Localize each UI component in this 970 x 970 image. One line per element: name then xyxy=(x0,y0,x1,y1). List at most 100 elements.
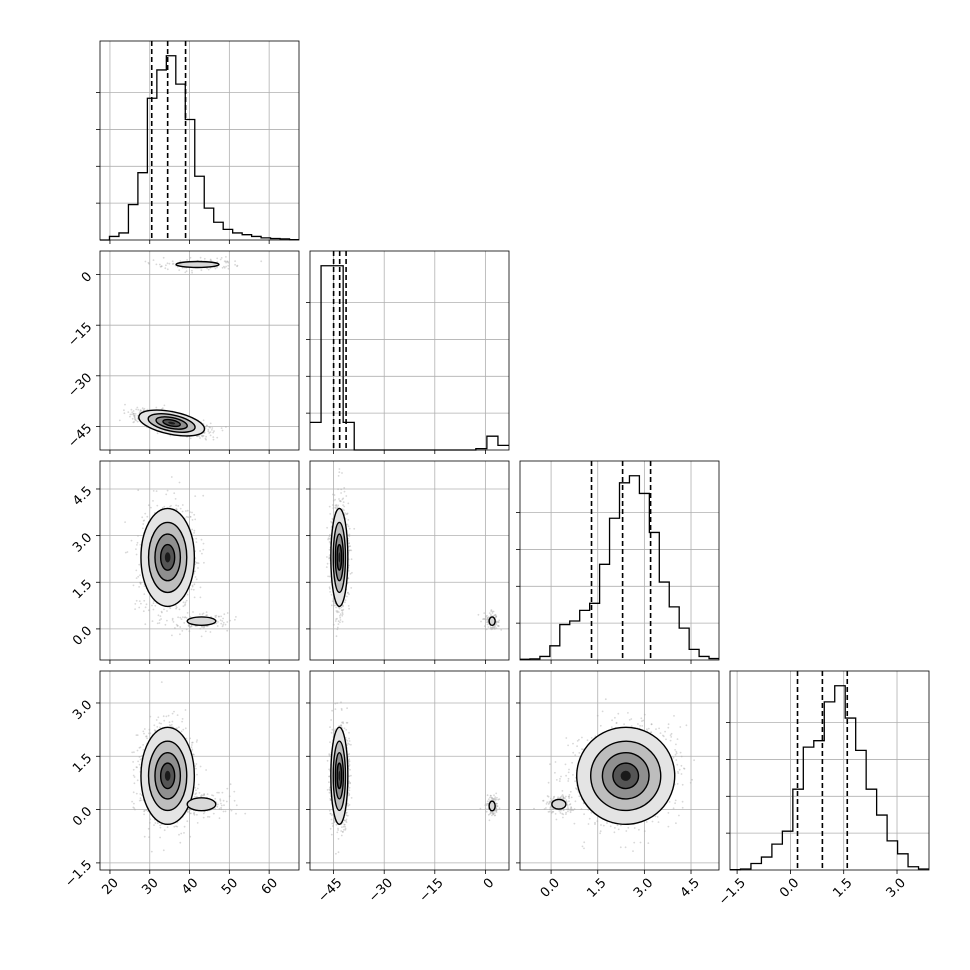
sample-point xyxy=(163,608,165,611)
sample-point xyxy=(331,517,334,520)
sample-point xyxy=(495,627,498,629)
sample-point xyxy=(184,271,187,274)
sample-point xyxy=(190,625,193,627)
sample-point xyxy=(171,619,174,621)
sample-point xyxy=(135,548,137,550)
sample-point xyxy=(142,520,145,522)
scatter-panel-2-1 xyxy=(96,250,300,454)
sample-point xyxy=(193,529,196,532)
sample-point xyxy=(189,256,192,259)
sample-point xyxy=(124,551,127,554)
sample-point xyxy=(348,527,351,530)
sample-point xyxy=(222,621,225,624)
sample-point xyxy=(141,527,144,530)
sample-point xyxy=(214,615,217,617)
sample-point xyxy=(221,620,224,622)
sample-point xyxy=(139,574,141,577)
sample-point xyxy=(185,628,188,631)
sample-point xyxy=(343,490,346,493)
sample-point xyxy=(188,630,191,633)
sample-point xyxy=(203,561,205,564)
sample-point xyxy=(327,538,329,541)
sample-point xyxy=(138,411,141,414)
sample-point xyxy=(351,571,353,574)
sample-point xyxy=(336,617,338,620)
sample-point xyxy=(333,494,336,496)
sample-point xyxy=(348,542,350,545)
sample-point xyxy=(202,494,205,497)
sample-point xyxy=(165,493,168,496)
sample-point xyxy=(186,259,189,261)
sample-point xyxy=(329,513,332,515)
sample-point xyxy=(495,620,498,623)
sample-point xyxy=(166,262,169,265)
contour-line xyxy=(334,533,345,582)
sample-point xyxy=(199,596,202,599)
sample-point xyxy=(189,626,192,628)
sample-point xyxy=(200,434,203,437)
sample-point xyxy=(173,492,176,495)
sample-point xyxy=(135,419,138,422)
sample-point xyxy=(141,516,144,519)
sample-point xyxy=(339,619,342,621)
sample-point xyxy=(139,583,142,585)
sample-point xyxy=(329,587,331,590)
sample-point xyxy=(339,614,341,617)
sample-point xyxy=(140,602,142,605)
sample-point xyxy=(209,431,212,433)
sample-point xyxy=(226,621,229,623)
sample-point xyxy=(341,508,344,511)
sample-point xyxy=(135,408,138,411)
sample-point xyxy=(497,621,500,624)
sample-point xyxy=(134,608,137,610)
sample-point xyxy=(204,437,207,440)
sample-point xyxy=(199,437,201,439)
contour-line xyxy=(138,409,206,437)
sample-point xyxy=(347,570,350,572)
sample-point xyxy=(335,635,338,638)
sample-point xyxy=(201,613,204,616)
sample-point xyxy=(335,505,338,507)
sample-point xyxy=(134,603,137,605)
sample-point xyxy=(133,413,135,415)
sample-point xyxy=(332,493,334,496)
sample-point xyxy=(186,612,189,614)
sample-point xyxy=(221,625,224,628)
sample-point xyxy=(179,260,182,263)
sample-point xyxy=(201,435,204,438)
scatter-panel-4-1 xyxy=(96,670,300,874)
sample-point xyxy=(337,611,340,613)
sample-point xyxy=(206,424,208,427)
sample-point xyxy=(150,506,152,509)
sample-point xyxy=(493,628,496,630)
sample-point xyxy=(189,511,191,513)
sample-point xyxy=(180,618,183,620)
sample-point xyxy=(185,270,188,273)
sample-point xyxy=(486,623,489,626)
sample-point xyxy=(491,627,494,629)
sample-point xyxy=(175,507,178,510)
sample-point xyxy=(336,506,339,508)
sample-point xyxy=(209,258,212,261)
sample-point xyxy=(490,613,492,616)
sample-point xyxy=(336,611,339,614)
sample-point xyxy=(222,623,225,626)
sample-point xyxy=(209,259,212,262)
sample-point xyxy=(144,623,147,626)
sample-point xyxy=(220,622,223,625)
sample-point xyxy=(138,606,141,609)
sample-point xyxy=(204,630,207,633)
sample-point xyxy=(344,601,346,604)
sample-point xyxy=(203,625,206,628)
sample-point xyxy=(168,262,171,265)
contour-line xyxy=(488,616,496,627)
sample-point xyxy=(185,617,188,619)
sample-point xyxy=(160,618,163,620)
sample-point xyxy=(194,576,197,578)
sample-point xyxy=(346,512,349,515)
histogram-step xyxy=(730,685,929,871)
contour-line xyxy=(186,616,217,627)
sample-point xyxy=(236,264,239,267)
sample-point xyxy=(124,403,126,406)
contour-line xyxy=(159,543,176,571)
